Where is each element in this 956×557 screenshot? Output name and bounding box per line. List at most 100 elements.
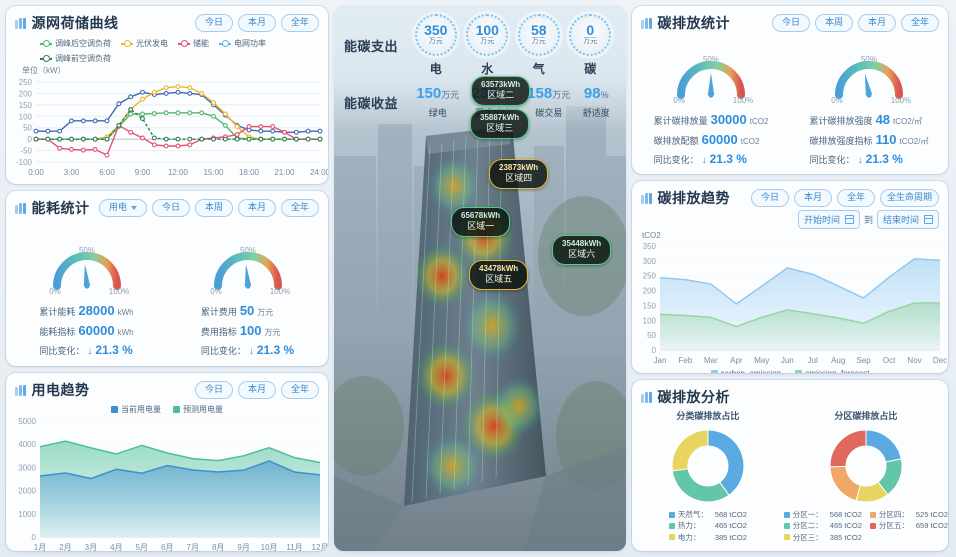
svg-text:100: 100 [643, 316, 657, 325]
kpi-item-gas[interactable]: 58 万元 气 [517, 14, 560, 77]
zone-tag[interactable]: 65678kWh 区域一 [451, 207, 511, 238]
energy-type-dropdown[interactable]: 用电 [98, 199, 147, 217]
range-button-month[interactable]: 本月 [857, 14, 896, 32]
expense-caption: 能碳支出 [344, 39, 399, 54]
range-button-year[interactable]: 全年 [900, 14, 939, 32]
legend-item[interactable]: 当前用电量 [111, 404, 161, 415]
kpi-item-comfort[interactable]: 98% 舒适度 [582, 85, 610, 118]
carbon-trend-area-chart: 0 50 100 150 200 250 300 350 Jan Feb Mar Apr May Jun J… [643, 242, 947, 365]
expense-items: 350 万元 电 100 万元 水 [410, 14, 616, 77]
range-button-year[interactable]: 全年 [280, 14, 319, 32]
end-date-input[interactable]: 结束时间 [876, 210, 939, 229]
donut-legend-item[interactable]: 分区二： 465 tCO2 [783, 520, 862, 531]
range-button-month[interactable]: 本月 [237, 199, 276, 217]
trend-down-icon: ↓ [87, 346, 93, 358]
svg-text:0%: 0% [49, 287, 61, 296]
svg-text:150: 150 [19, 101, 33, 110]
range-button-week[interactable]: 本周 [194, 199, 233, 217]
range-buttons: 今日 本月 全年 全生命周期 [750, 189, 939, 207]
range-button-lifecycle[interactable]: 全生命周期 [879, 189, 939, 207]
donut-row: 分类碳排放占比 天然气： 568 tCO2 热力： 465 tCO2 电力： 385 tC… [632, 409, 948, 543]
donut-legend-item[interactable]: 分区五： 659 tCO2 [869, 520, 948, 531]
kpi-item-electricity[interactable]: 350 万元 电 [414, 14, 457, 77]
svg-text:50: 50 [647, 331, 656, 340]
legend-swatch [783, 534, 790, 541]
donut-caption: 分类碳排放占比 [676, 411, 740, 421]
zone-tag[interactable]: 23873kWh 区域四 [489, 159, 549, 190]
kpi-item-green-power[interactable]: 150万元 绿电 [416, 85, 460, 118]
calendar-icon [844, 215, 854, 224]
range-button-year[interactable]: 全年 [836, 189, 875, 207]
donut-legend-column: 分区四： 525 tCO2 分区五： 659 tCO2 [869, 509, 948, 543]
legend-item[interactable]: emission_forecast [795, 369, 869, 373]
donut-legend-item[interactable]: 天然气： 568 tCO2 [668, 509, 747, 520]
gauge-row: 50% 0% 100% 累计碳排放量 30000 tCO2 碳排放配额 60000 tCO2… [632, 43, 948, 169]
kpi-item-carbon-trading[interactable]: 158万元 碳交易 [527, 85, 571, 118]
legend-item[interactable]: 光伏发电 [121, 38, 168, 49]
range-button-today[interactable]: 今日 [750, 189, 789, 207]
range-button-year[interactable]: 全年 [280, 199, 319, 217]
svg-text:24:00: 24:00 [310, 168, 328, 177]
donut-legend-item[interactable]: 分区三： 385 tCO2 [783, 532, 862, 543]
zone-tag[interactable]: 35448kWh 区域六 [552, 235, 612, 266]
legend-label: 热力： [677, 521, 701, 531]
svg-text:5000: 5000 [18, 417, 36, 426]
range-button-today[interactable]: 今日 [151, 199, 190, 217]
date-range-separator: 到 [863, 215, 873, 225]
title-bars-icon [15, 202, 26, 214]
svg-text:0: 0 [652, 346, 657, 355]
range-button-week[interactable]: 本周 [814, 14, 853, 32]
svg-text:50: 50 [23, 124, 32, 133]
donut-legend-item[interactable]: 热力： 465 tCO2 [668, 520, 747, 531]
zone-tag[interactable]: 35887kWh 区域三 [470, 109, 530, 140]
legend-item[interactable]: carbon_emission [710, 369, 781, 373]
donut-legend-item[interactable]: 电力： 385 tCO2 [668, 532, 747, 543]
legend-item[interactable]: 调峰后空调负荷 [40, 38, 111, 49]
svg-text:4000: 4000 [18, 440, 36, 449]
legend-value: 659 tCO2 [915, 521, 948, 531]
svg-text:1000: 1000 [18, 510, 36, 519]
chart-legend: carbon_emission emission_forecast [632, 369, 948, 373]
legend-label: 分区二： [792, 521, 823, 531]
donut-legend-item[interactable]: 分区四： 525 tCO2 [869, 509, 948, 520]
legend-item[interactable]: 调峰前空调负荷 [40, 53, 111, 64]
range-button-today[interactable]: 今日 [194, 381, 233, 399]
kpi-item-water[interactable]: 100 万元 水 [466, 14, 509, 77]
svg-text:15:00: 15:00 [203, 168, 224, 177]
svg-text:2月: 2月 [59, 543, 71, 551]
trend-down-icon: ↓ [701, 155, 707, 167]
legend-item[interactable]: 储能 [178, 38, 209, 49]
range-button-year[interactable]: 全年 [280, 381, 319, 399]
building-heatmap-view[interactable]: 能碳支出 350 万元 电 100 万元 [334, 6, 626, 551]
legend-item[interactable]: 电网功率 [219, 38, 266, 49]
svg-text:100%: 100% [733, 96, 753, 105]
zone-name: 区域六 [568, 249, 596, 259]
kpi-item-carbon[interactable]: 0 万元 碳 [569, 14, 612, 77]
title-bars-icon [15, 384, 26, 396]
legend-value: 465 tCO2 [714, 521, 747, 531]
chart-legend: 调峰后空调负荷 光伏发电 储能 电网功率 调峰前空调负荷 [6, 35, 328, 64]
legend-item[interactable]: 预测用电量 [173, 404, 223, 415]
gauge-stats: 累计碳排放强度 48 tCO2/㎡ 碳排放强度指标 110 tCO2/㎡ 同比变化： ↓ 2… [810, 110, 929, 169]
range-button-today[interactable]: 今日 [194, 14, 233, 32]
svg-text:Jan: Jan [654, 356, 667, 365]
range-button-month[interactable]: 本月 [793, 189, 832, 207]
svg-text:50%: 50% [78, 246, 94, 255]
title-bars-icon [641, 192, 652, 204]
gauge-carbon-intensity: 50% 0% 100% 累计碳排放强度 48 tCO2/㎡ 碳排放强度指标 110 tCO2… [790, 43, 948, 169]
zone-name: 区域五 [485, 274, 513, 284]
svg-text:3月: 3月 [85, 543, 97, 551]
donut-legend-item[interactable]: 分区一： 568 tCO2 [783, 509, 862, 520]
range-button-month[interactable]: 本月 [237, 381, 276, 399]
range-button-today[interactable]: 今日 [771, 14, 810, 32]
range-button-month[interactable]: 本月 [237, 14, 276, 32]
legend-label: 分区四： [878, 510, 909, 519]
zone-tag[interactable]: 43478kWh 区域五 [469, 260, 529, 291]
zone-tag[interactable]: 63573kWh 区域二 [471, 76, 531, 107]
start-date-input[interactable]: 开始时间 [797, 210, 860, 229]
svg-text:3:00: 3:00 [64, 168, 80, 177]
card-title-carbon-analysis: 碳排放分析 [657, 389, 730, 405]
svg-text:7月: 7月 [187, 543, 199, 551]
zone-consumption: 23873kWh [499, 163, 539, 172]
